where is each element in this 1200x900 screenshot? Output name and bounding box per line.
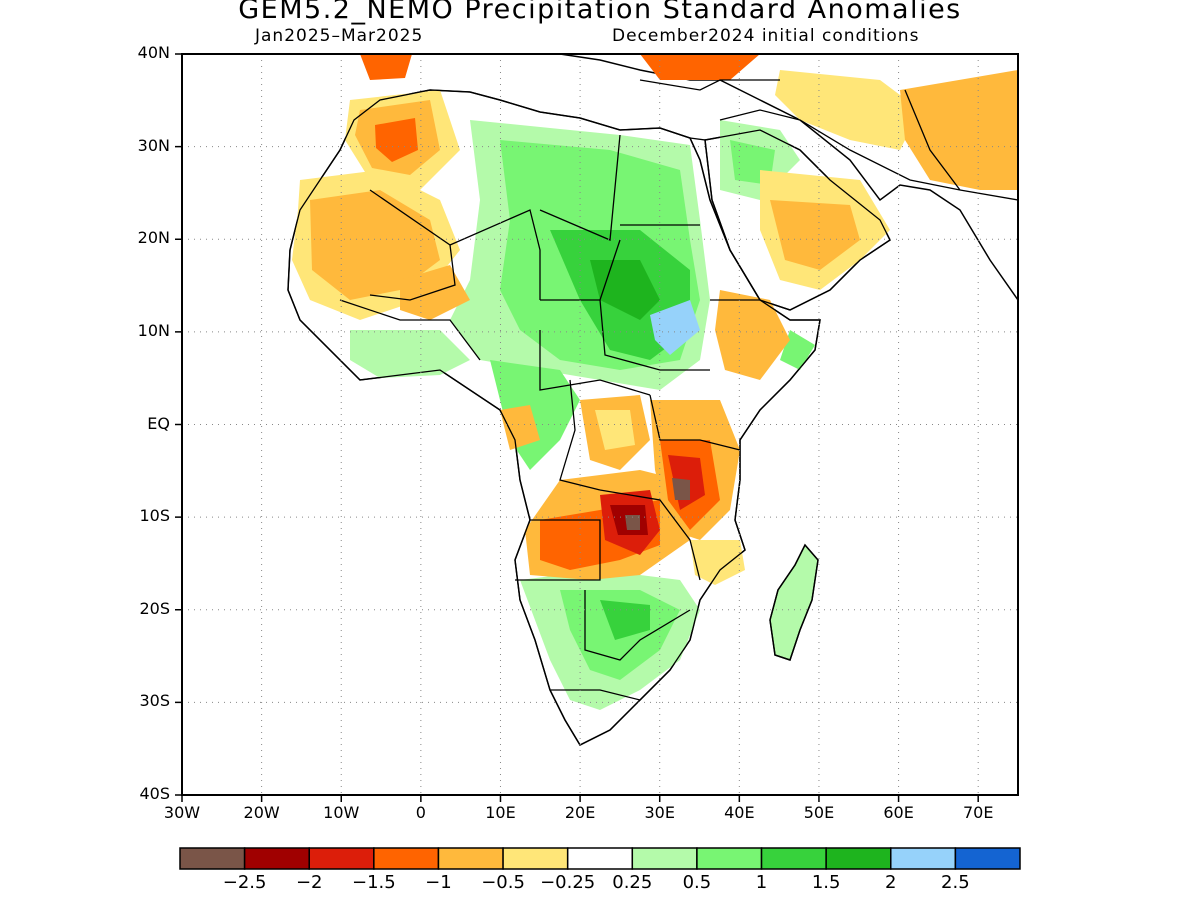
colorbar-label: 1.5 <box>811 872 841 893</box>
grid-lines <box>182 54 1018 795</box>
country-borders <box>287 79 1018 746</box>
lon-tick-label: 70E <box>962 803 994 822</box>
anomaly-shading <box>182 54 1018 746</box>
colorbar <box>179 847 1021 870</box>
colorbar-label: 2.5 <box>941 872 970 893</box>
colorbar-label: −1 <box>425 872 452 893</box>
lat-tick-label: 20S <box>139 598 170 618</box>
colorbar-swatch <box>954 847 1021 870</box>
colorbar-swatch <box>760 847 827 870</box>
lon-tick-label: 50E <box>803 803 835 822</box>
colorbar-label: −1.5 <box>351 872 396 893</box>
colorbar-label: −2 <box>295 872 323 893</box>
colorbar-swatch <box>696 847 763 870</box>
colorbar-swatch <box>437 847 504 870</box>
lon-tick-label: 20W <box>243 803 280 822</box>
colorbar-label: 0.25 <box>612 872 653 893</box>
lat-tick-label: 10N <box>137 320 170 340</box>
colorbar-label: 0.5 <box>682 872 712 893</box>
lat-tick-label: 10S <box>139 506 170 526</box>
axis-ticks <box>175 53 979 802</box>
lat-tick-label: 40S <box>139 784 170 803</box>
colorbar-swatch <box>890 847 957 870</box>
colorbar-swatch <box>631 847 698 870</box>
colorbar-label: −0.5 <box>481 872 525 893</box>
lat-tick-label: 30S <box>139 691 170 711</box>
lon-tick-label: 30W <box>163 803 201 822</box>
lon-tick-label: 10W <box>323 803 360 822</box>
lon-tick-label: 20E <box>564 803 596 822</box>
lon-tick-label: 0 <box>415 803 426 822</box>
initial-conditions: December2024 initial conditions <box>612 26 920 46</box>
lon-tick-label: 40E <box>724 803 755 822</box>
colorbar-label: 2 <box>885 872 897 893</box>
map-title: GEM5.2_NEMO Precipitation Standard Anoma… <box>238 0 962 25</box>
colorbar-label: −2.5 <box>222 872 267 893</box>
colorbar-swatch <box>566 847 634 870</box>
colorbar-swatch <box>373 847 440 870</box>
colorbar-swatch <box>243 847 310 870</box>
colorbar-swatch <box>825 847 892 870</box>
colorbar-swatch <box>179 847 246 870</box>
lon-tick-label: 10E <box>485 803 516 822</box>
lon-tick-label: 60E <box>883 803 914 822</box>
lat-tick-label: 30N <box>137 135 170 155</box>
lat-tick-label: EQ <box>147 413 170 433</box>
colorbar-swatch <box>308 847 375 870</box>
lat-tick-label: 40N <box>137 43 170 62</box>
colorbar-swatch <box>502 847 569 870</box>
forecast-period: Jan2025–Mar2025 <box>255 26 424 46</box>
lon-tick-label: 30E <box>644 803 675 822</box>
colorbar-label: −0.25 <box>540 872 596 893</box>
lat-tick-label: 20N <box>137 228 170 248</box>
colorbar-label: 1 <box>755 872 768 893</box>
